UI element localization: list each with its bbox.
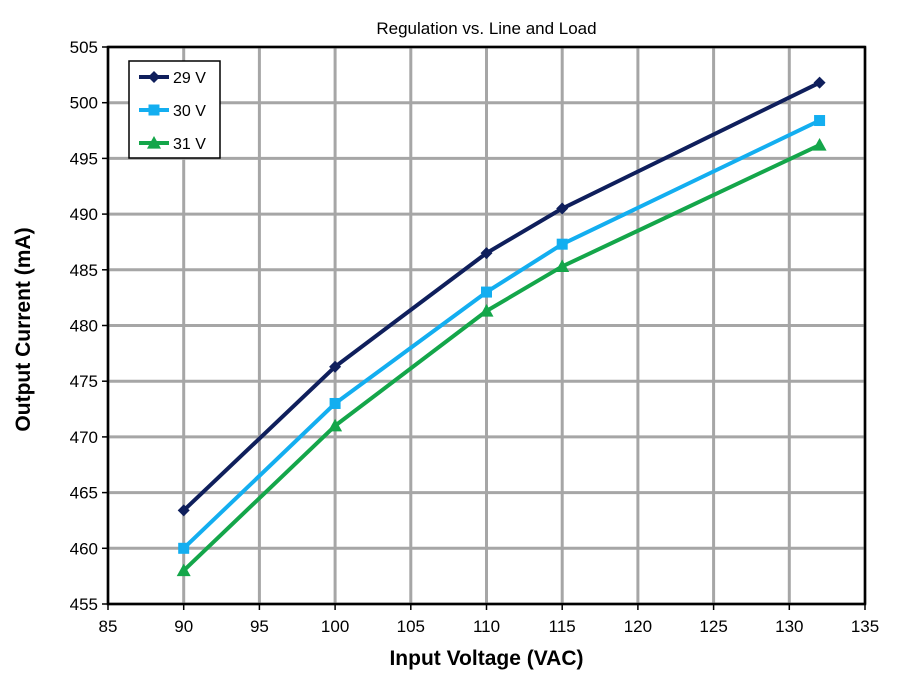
x-tick-label: 110	[473, 617, 500, 636]
y-tick-label: 455	[70, 595, 98, 614]
x-tick-label: 90	[174, 617, 193, 636]
series-line-29v	[182, 80, 821, 512]
data-point-31v	[812, 138, 827, 151]
x-tick-label: 105	[397, 617, 425, 636]
legend-marker-30v	[148, 104, 160, 116]
grid-layer	[106, 45, 867, 606]
data-point-30v	[329, 397, 341, 409]
data-point-29v	[813, 76, 826, 89]
tick-layer: 85 90 95 100 105 110 115 120 125 130 135 455 460 465 4…	[70, 38, 880, 636]
x-tick-label: 100	[321, 617, 349, 636]
series-line-31v	[182, 143, 821, 573]
x-tick-label: 95	[250, 617, 269, 636]
legend: 29 V 30 V 31 V	[128, 60, 221, 159]
data-point-29v	[480, 247, 493, 260]
x-tick-label: 115	[549, 617, 576, 636]
legend-label-30v: 30 V	[173, 103, 206, 120]
y-tick-label: 465	[70, 484, 98, 503]
y-tick-label: 495	[70, 149, 98, 168]
data-point-29v	[556, 202, 569, 215]
series-layer	[176, 76, 827, 577]
y-axis-title: Output Current (mA)	[12, 227, 35, 431]
data-point-29v	[177, 504, 190, 517]
data-point-30v	[814, 115, 826, 127]
data-point-31v	[479, 304, 494, 317]
x-tick-label: 85	[99, 617, 118, 636]
data-point-31v	[328, 418, 343, 432]
data-point-31v	[555, 259, 570, 273]
x-tick-label: 130	[775, 617, 803, 636]
data-point-30v	[556, 238, 568, 250]
series-line-30v	[182, 118, 821, 550]
data-point-29v	[329, 360, 342, 373]
x-tick-label: 135	[851, 617, 879, 636]
y-tick-label: 460	[70, 539, 98, 558]
legend-marker-29v	[148, 71, 160, 83]
y-tick-label: 470	[70, 428, 98, 447]
legend-label-31v: 31 V	[173, 136, 206, 153]
y-tick-label: 480	[70, 317, 98, 336]
y-tick-label: 485	[70, 261, 98, 280]
data-point-31v	[176, 563, 191, 577]
x-tick-label: 125	[699, 617, 727, 636]
y-tick-label: 500	[70, 94, 98, 113]
chart-title: Regulation vs. Line and Load	[376, 19, 596, 38]
data-point-30v	[481, 286, 492, 298]
x-axis-title: Input Voltage (VAC)	[389, 647, 583, 670]
y-tick-label: 505	[70, 38, 98, 57]
y-tick-label: 475	[70, 372, 98, 391]
x-tick-label: 120	[624, 617, 652, 636]
y-tick-label: 490	[70, 205, 98, 224]
data-point-30v	[178, 542, 190, 554]
legend-label-29v: 29 V	[173, 70, 206, 87]
legend-marker-31v	[147, 136, 161, 149]
